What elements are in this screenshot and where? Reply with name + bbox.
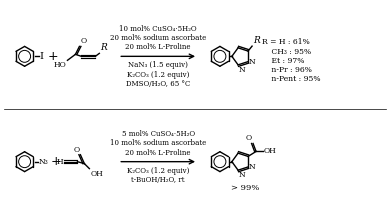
Text: N: N	[249, 58, 256, 66]
Text: 5 mol% CuSO₄·5H₂O
10 mol% sodium ascorbate
20 mol% L-Proline: 5 mol% CuSO₄·5H₂O 10 mol% sodium ascorba…	[110, 130, 206, 157]
Text: OH: OH	[90, 170, 103, 178]
Text: R = H : 61%
    CH₃ : 95%
    Et : 97%
    n-Pr : 96%
    n-Pent : 95%: R = H : 61% CH₃ : 95% Et : 97% n-Pr : 96…	[262, 39, 320, 83]
Text: H: H	[57, 158, 64, 166]
Text: NaN₃ (1.5 equiv)
K₂CO₃ (1.2 equiv)
DMSO/H₂O, 65 °C: NaN₃ (1.5 equiv) K₂CO₃ (1.2 equiv) DMSO/…	[126, 61, 190, 88]
Text: R: R	[100, 43, 107, 52]
Text: R: R	[253, 36, 260, 45]
Text: N₃: N₃	[39, 158, 48, 166]
Text: HO: HO	[54, 61, 66, 69]
Text: O: O	[246, 134, 252, 143]
Text: N: N	[239, 66, 246, 74]
Text: 10 mol% CuSO₄·5H₂O
20 mol% sodium ascorbate
20 mol% L-Proline: 10 mol% CuSO₄·5H₂O 20 mol% sodium ascorb…	[110, 25, 206, 51]
Text: I: I	[39, 52, 44, 61]
Text: O: O	[80, 37, 87, 45]
Text: > 99%: > 99%	[230, 184, 259, 192]
Text: OH: OH	[264, 147, 277, 155]
Text: +: +	[47, 50, 58, 63]
Text: N: N	[249, 163, 256, 171]
Text: K₂CO₃ (1.2 equiv)
t-BuOH/H₂O, rt: K₂CO₃ (1.2 equiv) t-BuOH/H₂O, rt	[127, 167, 189, 184]
Text: N: N	[239, 171, 246, 179]
Text: O: O	[73, 146, 80, 154]
Text: +: +	[50, 155, 61, 168]
